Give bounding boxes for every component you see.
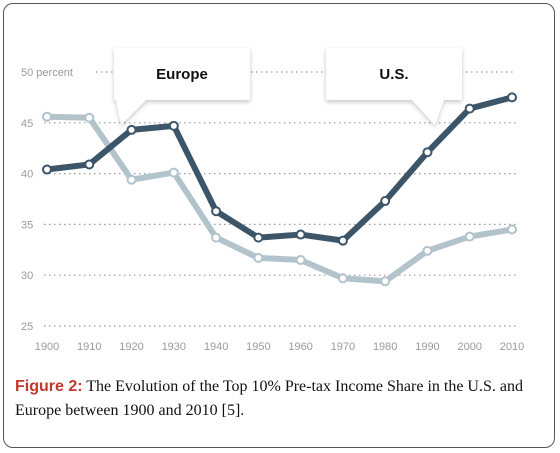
x-tick-label: 1940 <box>204 341 228 353</box>
data-point-u-s <box>84 159 95 170</box>
callout-europe <box>114 48 250 125</box>
data-point-europe <box>168 167 179 178</box>
callout-u-s <box>326 48 462 125</box>
figure-caption: Figure 2: The Evolution of the Top 10% P… <box>15 375 551 423</box>
line-chart: 25 30 35 40 45 50 percent 1900 1910 1920 1930 194… <box>21 48 524 353</box>
data-point-u-s <box>337 235 348 246</box>
x-tick-label: 1930 <box>162 341 186 353</box>
figure-label: Figure 2: <box>15 378 83 395</box>
data-point-u-s <box>253 232 264 243</box>
series-line-u-s <box>44 94 515 244</box>
data-point-u-s <box>464 103 475 114</box>
data-point-europe <box>295 254 306 265</box>
x-tick-label: 1970 <box>331 341 355 353</box>
caption-text: The Evolution of the Top 10% Pre-tax Inc… <box>15 378 523 419</box>
data-point-u-s <box>422 147 433 158</box>
data-point-europe <box>422 245 433 256</box>
data-point-u-s <box>42 164 52 175</box>
series-line-europe <box>44 113 515 285</box>
callout-label-europe: Europe <box>156 66 208 83</box>
data-point-u-s <box>295 229 306 240</box>
y-tick-label: 30 <box>21 270 33 282</box>
x-tick-label: 1910 <box>77 341 101 353</box>
data-point-europe <box>84 112 95 123</box>
data-point-u-s <box>507 92 517 103</box>
x-tick-label: 2010 <box>500 341 524 353</box>
x-tick-label: 1900 <box>35 341 59 353</box>
x-tick-label: 1960 <box>288 341 312 353</box>
y-tick-label: 40 <box>21 169 33 181</box>
x-tick-label: 1950 <box>246 341 270 353</box>
data-point-europe <box>337 273 348 284</box>
x-tick-label: 1990 <box>415 341 439 353</box>
data-point-europe <box>253 252 264 263</box>
x-tick-label: 1980 <box>373 341 397 353</box>
data-point-europe <box>464 231 475 242</box>
x-tick-label: 2000 <box>457 341 481 353</box>
y-tick-label: 45 <box>21 118 33 130</box>
x-tick-label: 1920 <box>119 341 143 353</box>
y-tick-label: 35 <box>21 219 33 231</box>
data-point-europe <box>126 174 137 185</box>
data-point-europe <box>42 111 52 122</box>
callout-box <box>326 48 462 125</box>
data-point-u-s <box>380 196 391 207</box>
y-tick-label: 50 percent <box>21 67 73 79</box>
data-point-europe <box>380 276 391 287</box>
data-point-u-s <box>168 120 179 131</box>
figure-frame: 25 30 35 40 45 50 percent 1900 1910 1920 1930 194… <box>3 3 555 448</box>
data-point-europe <box>211 232 222 243</box>
data-point-u-s <box>126 124 137 135</box>
data-point-europe <box>507 224 517 235</box>
callout-box <box>114 48 250 125</box>
data-point-u-s <box>211 206 222 217</box>
callout-label-u-s: U.S. <box>379 66 408 83</box>
y-tick-label: 25 <box>21 321 33 333</box>
